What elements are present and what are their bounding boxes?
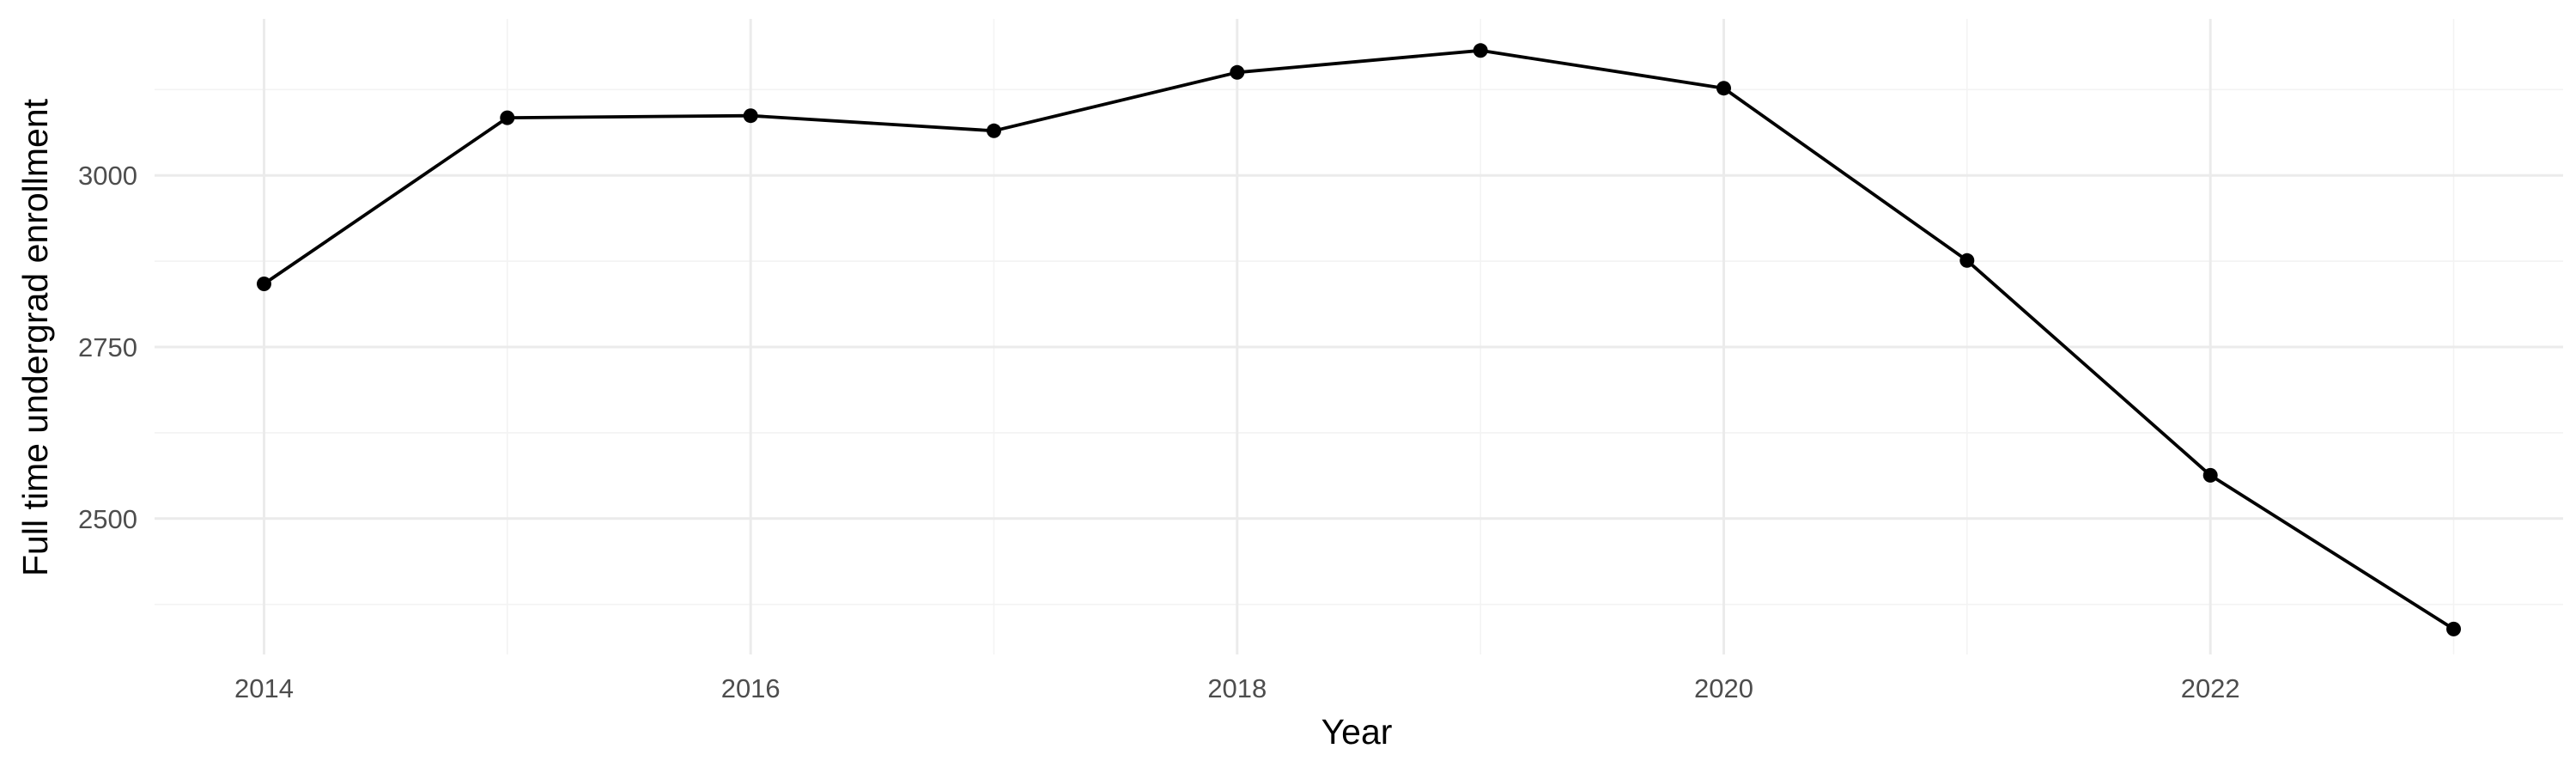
x-tick-label: 2016 bbox=[721, 673, 781, 703]
tick-labels: 2014 2016 2018 2020 2022 2500 2750 3000 bbox=[78, 161, 2240, 703]
y-tick-label: 2500 bbox=[78, 504, 137, 534]
data-point bbox=[987, 123, 1001, 138]
minor-gridlines bbox=[155, 19, 2563, 654]
data-point bbox=[1959, 253, 1975, 268]
x-tick-label: 2022 bbox=[2181, 673, 2240, 703]
y-tick-label: 2750 bbox=[78, 332, 137, 362]
x-tick-label: 2014 bbox=[234, 673, 294, 703]
data-point bbox=[500, 110, 515, 125]
data-point bbox=[2202, 467, 2218, 483]
x-axis-title: Year bbox=[1321, 712, 1393, 752]
data-point bbox=[1230, 64, 1245, 80]
series-line bbox=[262, 48, 2456, 631]
data-point bbox=[257, 277, 271, 291]
major-gridlines bbox=[155, 19, 2563, 654]
y-axis-title: Full time undergrad enrollment bbox=[15, 98, 55, 576]
x-tick-label: 2018 bbox=[1207, 673, 1267, 703]
data-point bbox=[2446, 621, 2461, 636]
data-point bbox=[743, 108, 758, 124]
x-tick-label: 2020 bbox=[1694, 673, 1753, 703]
data-point bbox=[1716, 81, 1731, 96]
data-series bbox=[257, 43, 2461, 636]
data-point bbox=[1473, 43, 1488, 58]
y-tick-label: 3000 bbox=[78, 161, 137, 191]
